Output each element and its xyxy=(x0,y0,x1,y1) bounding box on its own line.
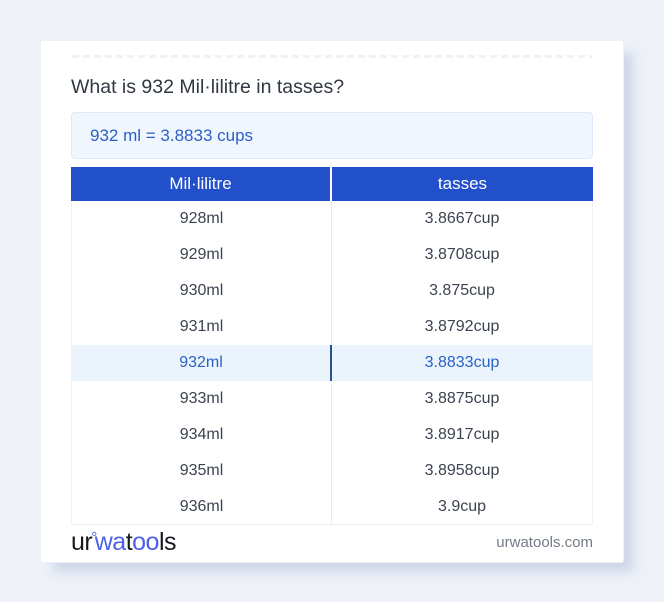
logo-part-dark: t xyxy=(125,527,133,556)
cup-value: 3.8667cup xyxy=(332,201,593,237)
column-header-tasses: tasses xyxy=(332,167,593,201)
answer-box: 932 ml = 3.8833 cups xyxy=(71,112,593,159)
logo-ring-icon: ° xyxy=(91,528,97,546)
site-domain-text: urwatools.com xyxy=(496,533,593,551)
cup-value: 3.875cup xyxy=(332,273,593,309)
ml-value: 932ml xyxy=(71,345,332,381)
logo-part-blue: oo xyxy=(132,527,159,556)
conversion-table: Mil·lilitre tasses 928ml 3.8667cup 929ml… xyxy=(71,167,593,525)
top-dashed-divider xyxy=(72,55,592,58)
ml-value: 934ml xyxy=(71,417,332,453)
cup-value: 3.8708cup xyxy=(332,237,593,273)
urwatools-logo[interactable]: ur°watools xyxy=(71,527,177,556)
table-row: 935ml 3.8958cup xyxy=(71,453,593,489)
card-footer: ur°watools urwatools.com xyxy=(71,522,593,562)
ml-value: 933ml xyxy=(71,381,332,417)
page-title: What is 932 Mil·lilitre in tasses? xyxy=(71,76,345,98)
cup-value: 3.8833cup xyxy=(332,345,593,381)
ml-value: 930ml xyxy=(71,273,332,309)
cup-value: 3.9cup xyxy=(332,489,593,525)
logo-part-blue: wa xyxy=(94,527,126,556)
logo-part-dark: ls xyxy=(158,527,177,556)
ml-value: 936ml xyxy=(71,489,332,525)
table-row-highlighted: 932ml 3.8833cup xyxy=(71,345,593,381)
table-header: Mil·lilitre tasses xyxy=(71,167,593,201)
answer-text: 932 ml = 3.8833 cups xyxy=(90,125,254,145)
table-row: 933ml 3.8875cup xyxy=(71,381,593,417)
table-row: 928ml 3.8667cup xyxy=(71,201,593,237)
cup-value: 3.8958cup xyxy=(332,453,593,489)
logo-part-dark: ur xyxy=(71,527,93,556)
ml-value: 931ml xyxy=(71,309,332,345)
conversion-card: What is 932 Mil·lilitre in tasses? 932 m… xyxy=(40,40,624,563)
ml-value: 935ml xyxy=(71,453,332,489)
table-row: 930ml 3.875cup xyxy=(71,273,593,309)
table-row: 934ml 3.8917cup xyxy=(71,417,593,453)
table-row: 929ml 3.8708cup xyxy=(71,237,593,273)
cup-value: 3.8917cup xyxy=(332,417,593,453)
ml-value: 929ml xyxy=(71,237,332,273)
ml-value: 928ml xyxy=(71,201,332,237)
table-row: 931ml 3.8792cup xyxy=(71,309,593,345)
cup-value: 3.8875cup xyxy=(332,381,593,417)
column-header-millilitre: Mil·lilitre xyxy=(71,167,332,201)
cup-value: 3.8792cup xyxy=(332,309,593,345)
table-row: 936ml 3.9cup xyxy=(71,489,593,525)
